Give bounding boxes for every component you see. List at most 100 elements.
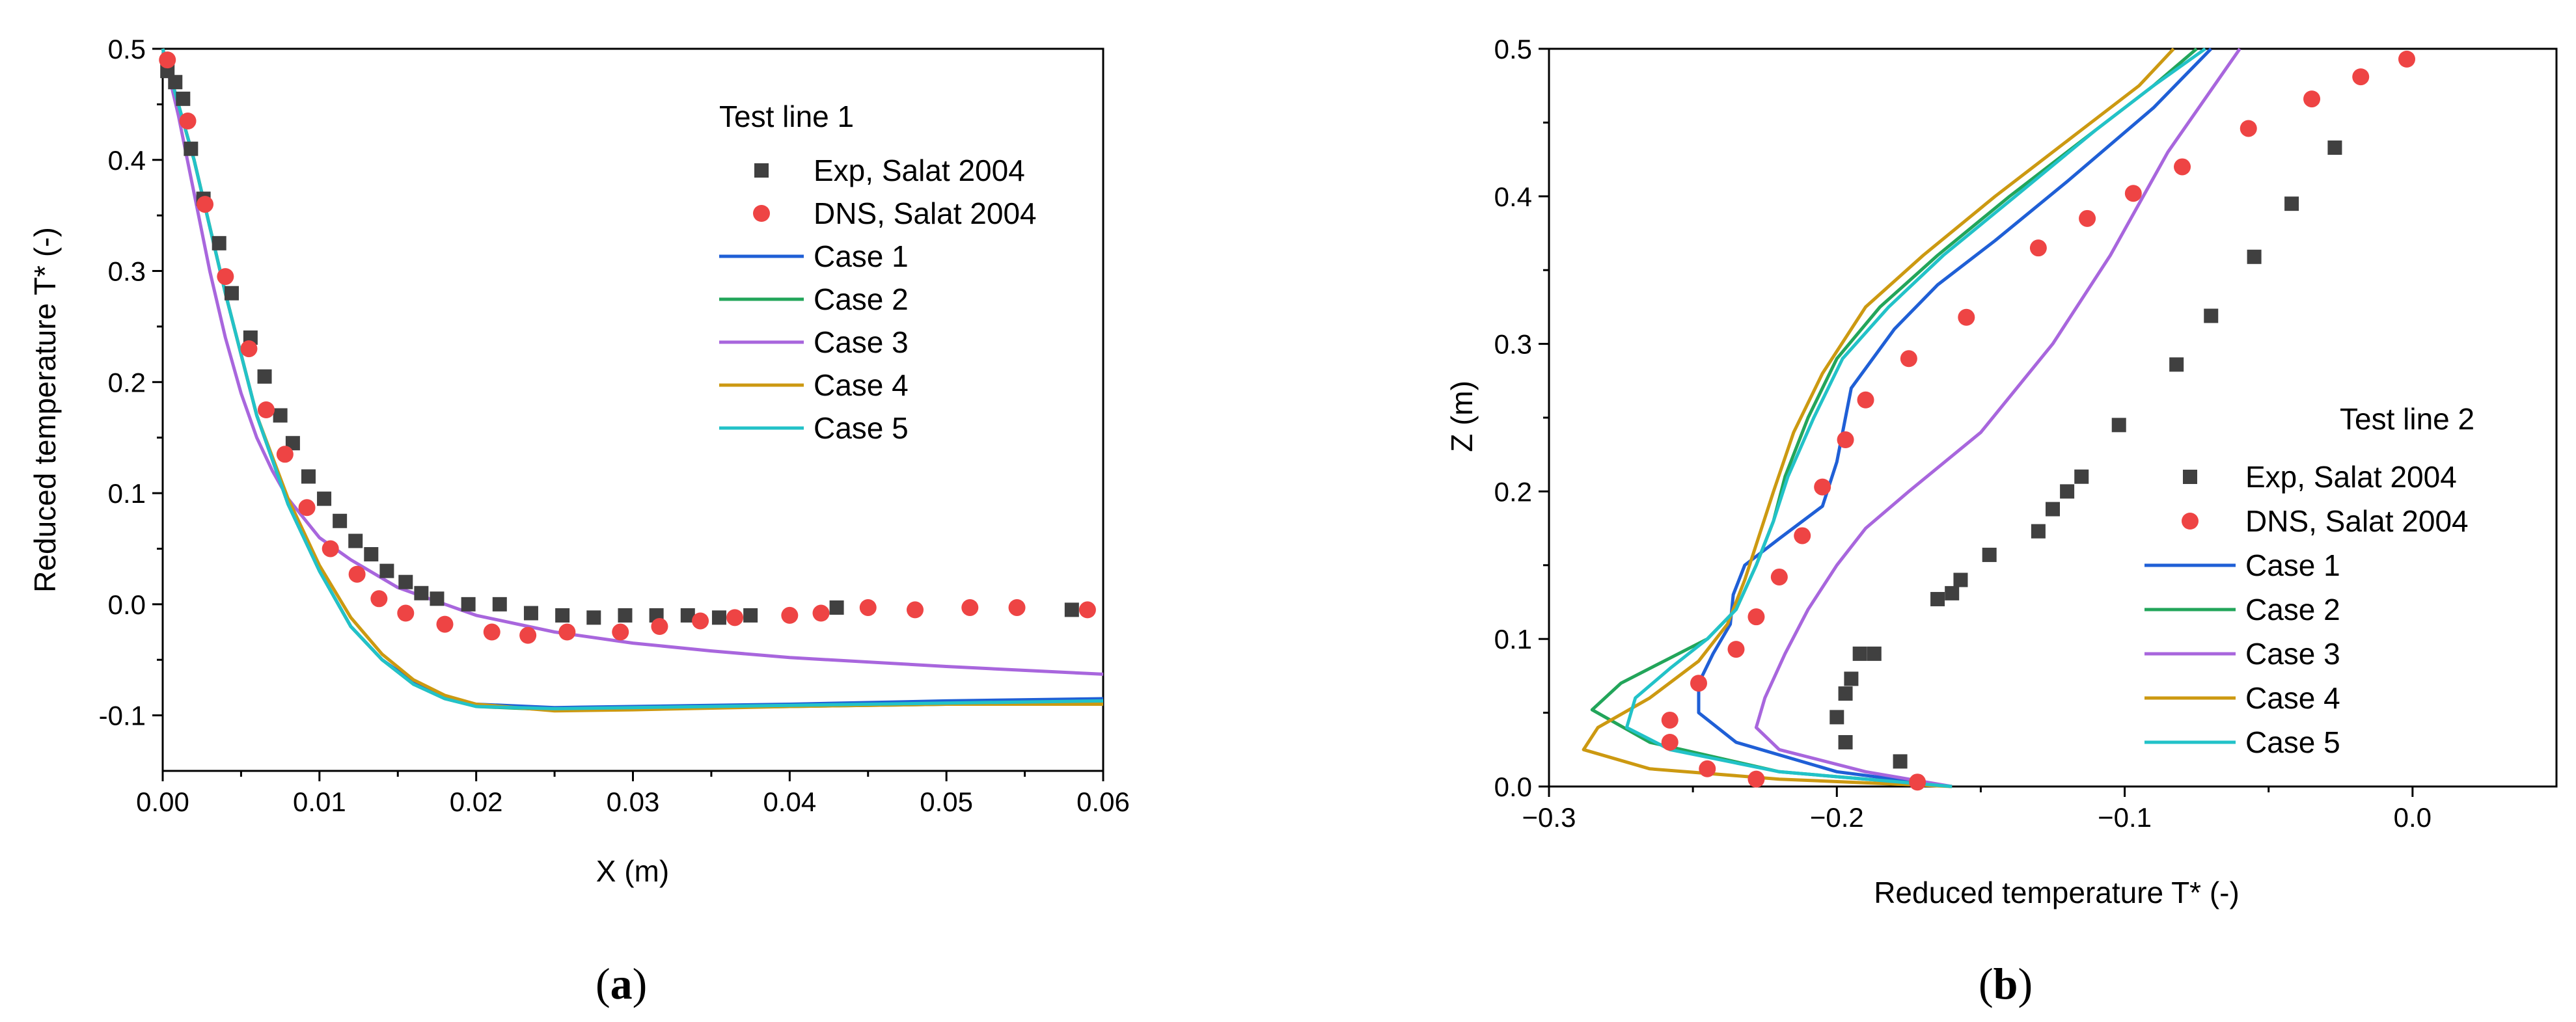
y-tick-label: 0.3 [1494,329,1532,360]
exp-data-point [829,600,844,615]
dns-data-point [1661,733,1679,751]
chart-b-y-ticks: 0.0 0.1 0.2 0.3 0.4 0.5 [1494,34,1549,802]
dns-data-point [436,615,454,633]
dns-data-point [276,446,294,463]
dns-data-point [370,590,388,608]
exp-data-point [618,608,633,623]
chart-b: −0.3 −0.2 −0.1 0.0 0.0 0.1 0.2 0.3 0.4 0.5 Reduc… [1445,34,2558,1008]
legend-label-case-1: Case 1 [2245,548,2340,582]
dns-data-point [2029,239,2047,257]
exp-data-point [555,608,570,623]
exp-data-point [1064,602,1079,617]
x-tick-label: 0.01 [293,787,346,817]
chart-a-x-ticks: 0.00 0.01 0.02 0.03 0.04 0.05 0.06 [136,771,1130,817]
dns-data-point [1690,675,1707,692]
dns-data-point [1661,711,1679,729]
y-tick-label: 0.5 [1494,34,1532,64]
exp-data-point [364,547,379,561]
y-tick-label: 0.4 [1494,182,1532,212]
series-line-case-3 [1754,47,2241,788]
dns-data-point [692,612,709,630]
chart-a-lines [161,48,1104,713]
series-line-case-1 [1697,47,2213,788]
x-tick-label: 0.0 [2394,802,2432,833]
dns-data-point [159,51,176,69]
exp-data-point [1893,754,1908,769]
dns-data-point [859,598,877,616]
dns-data-point [483,623,500,641]
legend-label-case-3: Case 3 [2245,637,2340,671]
legend-swatch-exp-salat-2004 [754,163,769,178]
exp-data-point [461,597,476,612]
chart-a-y-axis-label: Reduced temperature T* (-) [28,227,62,593]
dns-data-point [1857,391,1874,409]
dns-data-point [2174,158,2191,176]
series-line-case-5 [1624,47,2206,788]
dns-data-point [1747,770,1765,788]
dns-data-point [812,604,830,622]
exp-data-point [333,513,348,528]
dns-data-point [961,598,979,616]
legend-label-case-4: Case 4 [814,368,909,402]
y-tick-label: 0.5 [108,34,146,64]
chart-a-markers [159,51,1096,644]
y-tick-label: 0.4 [108,145,146,176]
exp-data-point [379,563,394,578]
dns-data-point [2079,209,2096,227]
chart-a: 0.00 0.01 0.02 0.03 0.04 0.05 0.06 -0.1 0.0 0.1 0… [28,34,1130,1008]
dns-data-point [1909,773,1926,791]
x-tick-label: 0.06 [1076,787,1130,817]
y-tick-label: 0.1 [108,478,146,509]
chart-b-legend-title: Test line 2 [2340,402,2474,436]
dns-data-point [298,499,316,517]
exp-data-point [224,286,239,301]
chart-a-legend-entries: Exp, Salat 2004 DNS, Salat 2004 Case 1 Case… [719,154,1037,445]
dns-data-point [1814,478,1831,496]
exp-data-point [743,608,758,623]
chart-b-x-axis-label: Reduced temperature T* (-) [1874,876,2240,909]
dns-data-point [907,601,924,619]
y-tick-label: 0.0 [1494,772,1532,802]
y-tick-label: 0.3 [108,256,146,287]
chart-b-y-axis-label: Z (m) [1445,381,1479,452]
exp-data-point [1953,572,1968,587]
series-line-case-2 [1590,47,2198,788]
exp-data-point [711,610,726,625]
exp-data-point [492,597,507,612]
dns-data-point [612,623,629,641]
exp-data-point [301,469,316,484]
x-tick-label: −0.3 [1522,802,1576,833]
exp-data-point [2247,249,2262,264]
exp-data-point [398,574,413,589]
exp-data-point [2031,524,2046,539]
x-tick-label: 0.02 [450,787,503,817]
x-tick-label: 0.04 [763,787,816,817]
dns-data-point [558,623,576,641]
exp-data-point [2204,308,2219,323]
chart-b-lines [1582,47,2241,788]
exp-data-point [1838,734,1853,749]
y-tick-label: -0.1 [99,701,146,731]
exp-data-point [586,610,601,625]
dns-data-point [1900,350,1917,368]
dns-data-point [1958,308,1975,326]
y-tick-label: 0.2 [108,367,146,397]
legend-label-case-5: Case 5 [814,411,909,445]
exp-data-point [257,369,272,384]
legend-swatch-dns-salat-2004 [2182,513,2199,530]
chart-b-legend-entries: Exp, Salat 2004 DNS, Salat 2004 Case 1 Case… [2144,460,2469,759]
chart-b-x-ticks: −0.3 −0.2 −0.1 0.0 [1522,787,2432,833]
dns-data-point [240,340,258,358]
x-tick-label: −0.1 [2098,802,2152,833]
exp-data-point [1930,591,1945,606]
chart-b-legend: Test line 2 Exp, Salat 2004 DNS, Salat 20… [2144,402,2474,759]
x-tick-label: −0.2 [1810,802,1864,833]
dns-data-point [1727,641,1745,658]
dns-data-point [217,268,234,286]
series-line-case-4 [1582,47,2175,788]
dns-data-point [1078,601,1096,619]
y-tick-label: 0.0 [108,589,146,620]
dns-data-point [2352,68,2370,86]
series-line-case-5 [161,48,1104,710]
